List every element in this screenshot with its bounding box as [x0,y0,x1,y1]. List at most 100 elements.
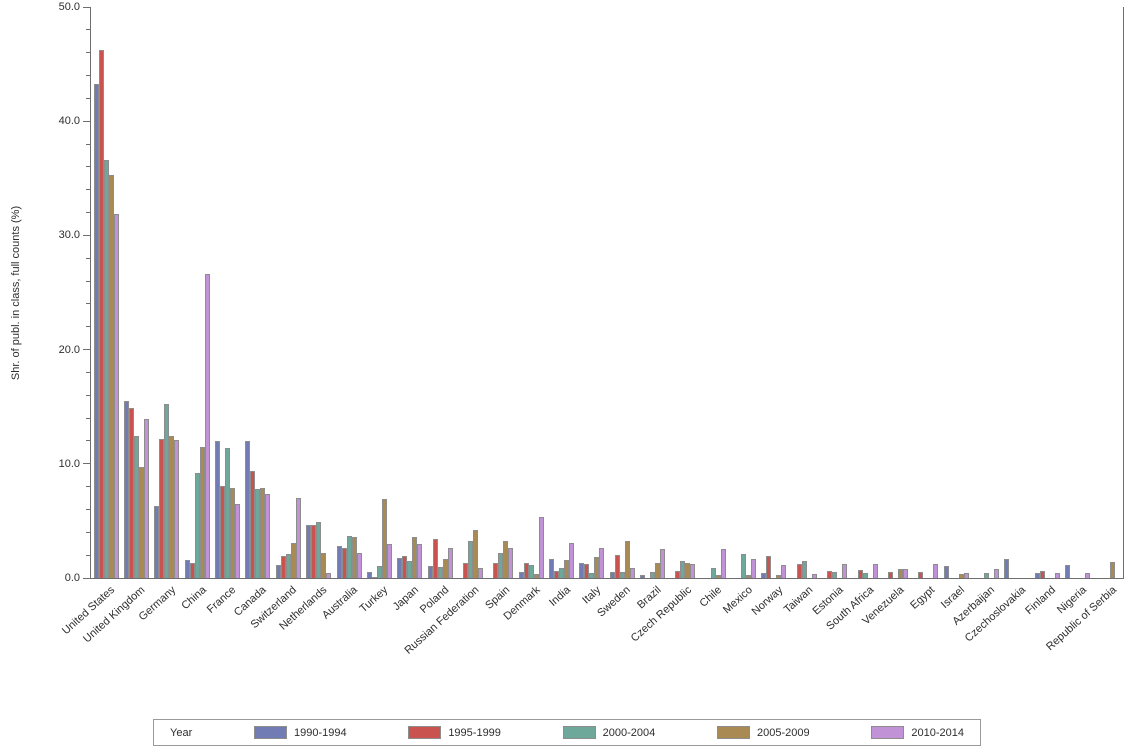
y-tick [83,577,90,579]
bar [563,559,569,578]
bar [720,549,726,578]
bar [265,493,271,578]
bar [245,440,251,578]
x-tick-label: Turkey [357,584,391,616]
bar [336,546,342,578]
y-minor-tick [86,189,90,191]
bar [685,563,691,578]
bar [558,567,564,578]
x-tick-label: India [546,584,573,609]
y-tick-label: 0.0 [64,572,80,584]
bar [93,83,99,578]
bar [462,563,468,578]
bar [518,572,524,578]
bar [842,564,848,578]
bar [341,548,347,578]
bar [614,555,620,578]
x-tick-label: Egypt [907,584,937,612]
bar [761,573,767,578]
bar [660,548,666,578]
y-tick-label: 30.0 [58,229,80,242]
bar [943,566,949,578]
bar [134,436,140,578]
bar [295,498,301,578]
bar [1054,573,1060,578]
bar [225,447,231,578]
bar [199,446,205,578]
bar [568,542,574,578]
bar [235,503,241,578]
bar [918,571,924,578]
y-minor-tick [86,417,90,419]
y-tick-label: 20.0 [58,343,80,356]
bar [503,540,509,578]
bar [346,535,352,578]
y-tick-label: 50.0 [58,1,80,13]
y-minor-tick [86,486,90,488]
bar [230,487,236,578]
bar [746,574,752,578]
legend-entry: 1990-1994 [253,726,347,739]
bar [902,568,908,578]
bar [477,568,483,578]
bar [381,499,387,578]
bar [432,539,438,578]
bar [862,573,868,578]
y-minor-tick [86,531,90,533]
y-minor-tick [86,371,90,373]
bar [371,576,377,578]
plot-area [90,7,1124,579]
bar [640,574,646,578]
bar [594,557,600,578]
bar [897,568,903,578]
bar [553,571,559,578]
legend-entry: 2010-2014 [871,726,964,739]
bar [275,565,281,578]
bar [407,560,413,578]
bar [690,564,696,578]
y-tick [83,6,90,8]
bar [584,564,590,578]
bar [811,574,817,578]
y-minor-tick [86,75,90,77]
bar [255,488,261,578]
bar [609,571,615,578]
y-minor-tick [86,326,90,328]
bar [447,548,453,578]
bar [154,506,160,578]
bar [1084,573,1090,578]
bar [189,563,195,578]
bar [356,552,362,578]
bar [290,542,296,578]
y-minor-tick [86,166,90,168]
y-axis-title: Shr. of publ. in class, full counts (%) [10,205,22,381]
x-tick-label: Chile [697,584,725,610]
y-minor-tick [86,303,90,305]
bar [675,571,681,578]
bar [1110,562,1116,578]
bar [412,536,418,578]
bar [316,522,322,578]
bar [655,562,661,578]
y-tick [83,120,90,122]
bar [680,560,686,578]
bar [624,540,630,578]
x-tick-label: Japan [390,584,421,613]
bar [472,530,478,578]
bar [776,574,782,578]
y-tick [83,463,90,465]
bar [710,567,716,578]
y-minor-tick [86,52,90,54]
bar [548,558,554,578]
bar [124,401,130,578]
bar [417,544,423,578]
bar [629,567,635,578]
bar [376,566,382,578]
bar [1034,572,1040,578]
bar [285,554,291,578]
bar [983,572,989,578]
bar [1039,570,1045,578]
bar [397,558,403,578]
x-tick-label: Sweden [595,584,634,620]
